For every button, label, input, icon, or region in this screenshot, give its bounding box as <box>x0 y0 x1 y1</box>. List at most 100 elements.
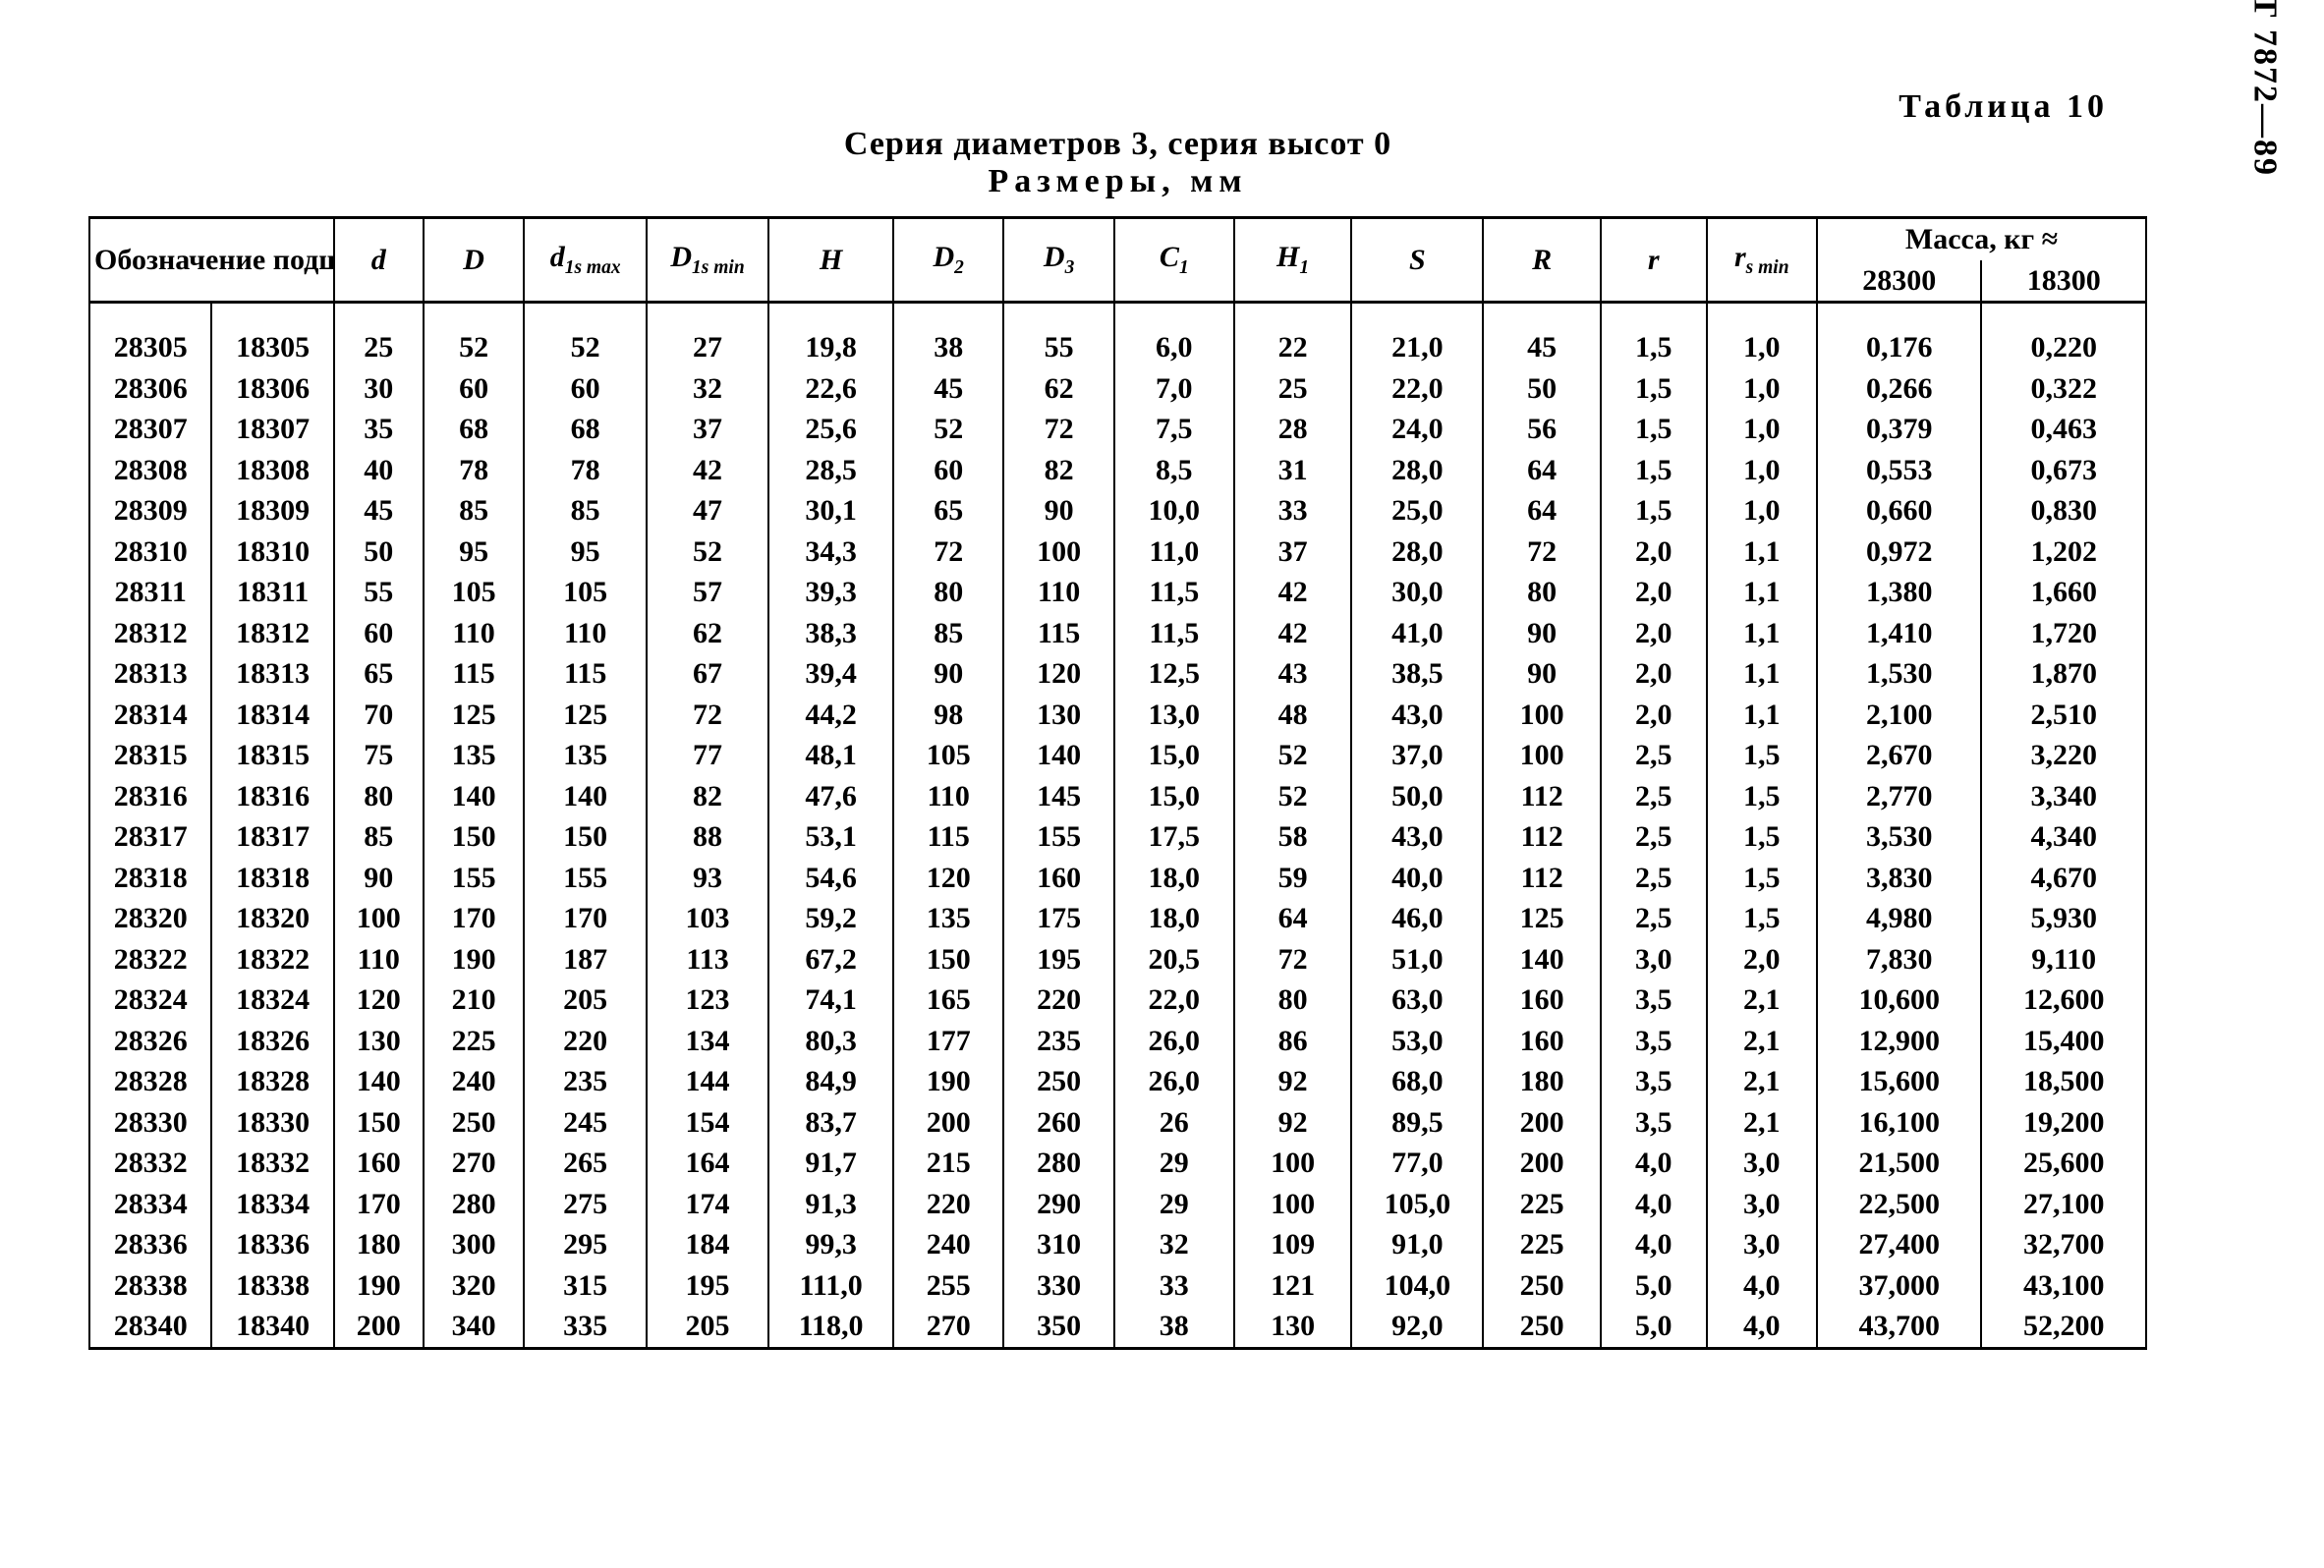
table-cell: 2,1 <box>1707 1061 1817 1102</box>
table-number-label: Таблица 10 <box>88 88 2108 126</box>
table-cell: 37,0 <box>1351 735 1483 776</box>
table-cell: 103 <box>647 898 768 939</box>
table-cell: 245 <box>524 1102 646 1144</box>
table-cell: 118,0 <box>768 1306 893 1348</box>
table-row: 2831818318901551559354,612016018,05940,0… <box>89 858 2146 899</box>
table-cell: 150 <box>334 1102 424 1144</box>
table-cell: 205 <box>647 1306 768 1348</box>
table-cell: 64 <box>1234 898 1352 939</box>
table-row: 283301833015025024515483,7200260269289,5… <box>89 1102 2146 1144</box>
table-cell: 121 <box>1234 1265 1352 1307</box>
table-cell: 47,6 <box>768 776 893 817</box>
table-cell: 18317 <box>211 816 333 858</box>
table-cell: 58 <box>1234 816 1352 858</box>
table-cell: 52 <box>524 327 646 368</box>
table-body: 28305183052552522719,838556,02221,0451,5… <box>89 303 2146 1349</box>
table-cell: 270 <box>893 1306 1003 1348</box>
table-cell: 25 <box>1234 368 1352 410</box>
table-cell: 45 <box>334 490 424 532</box>
hdr-mass: Масса, кг ≈ <box>1817 218 2146 260</box>
table-cell: 2,770 <box>1817 776 1981 817</box>
table-cell: 28332 <box>89 1143 211 1184</box>
table-cell: 105 <box>524 572 646 613</box>
table-cell: 85 <box>524 490 646 532</box>
table-cell: 2,670 <box>1817 735 1981 776</box>
table-cell: 225 <box>1483 1184 1601 1225</box>
table-cell: 4,980 <box>1817 898 1981 939</box>
table-cell: 68,0 <box>1351 1061 1483 1102</box>
table-cell: 3,0 <box>1707 1143 1817 1184</box>
table-cell: 78 <box>524 450 646 491</box>
table-cell: 65 <box>334 653 424 695</box>
table-cell: 105,0 <box>1351 1184 1483 1225</box>
table-cell: 18306 <box>211 368 333 410</box>
table-cell: 250 <box>1483 1265 1601 1307</box>
table-cell: 140 <box>1003 735 1113 776</box>
table-cell: 92 <box>1234 1061 1352 1102</box>
table-cell: 90 <box>1483 653 1601 695</box>
table-cell: 72 <box>893 532 1003 573</box>
table-cell: 11,0 <box>1114 532 1234 573</box>
table-cell: 1,0 <box>1707 327 1817 368</box>
table-cell: 280 <box>424 1184 525 1225</box>
table-cell: 38 <box>893 327 1003 368</box>
table-cell: 48,1 <box>768 735 893 776</box>
table-cell: 1,0 <box>1707 450 1817 491</box>
table-cell: 37 <box>647 409 768 450</box>
table-cell: 44,2 <box>768 695 893 736</box>
table-cell: 275 <box>524 1184 646 1225</box>
table-cell: 22,0 <box>1351 368 1483 410</box>
table-cell: 235 <box>1003 1021 1113 1062</box>
table-cell: 2,100 <box>1817 695 1981 736</box>
table-cell: 3,340 <box>1981 776 2146 817</box>
table-spacer <box>89 303 2146 328</box>
table-cell: 100 <box>334 898 424 939</box>
table-cell: 53,0 <box>1351 1021 1483 1062</box>
table-cell: 41,0 <box>1351 613 1483 654</box>
table-cell: 67 <box>647 653 768 695</box>
hdr-designation: Обозначение подшипника <box>89 218 334 303</box>
table-cell: 26 <box>1114 1102 1234 1144</box>
table-cell: 130 <box>334 1021 424 1062</box>
table-cell: 28336 <box>89 1224 211 1265</box>
table-cell: 134 <box>647 1021 768 1062</box>
table-cell: 225 <box>424 1021 525 1062</box>
table-row: 2831518315751351357748,110514015,05237,0… <box>89 735 2146 776</box>
table-cell: 220 <box>1003 980 1113 1021</box>
table-cell: 1,5 <box>1707 735 1817 776</box>
table-cell: 68 <box>424 409 525 450</box>
table-cell: 3,5 <box>1601 1102 1707 1144</box>
table-cell: 130 <box>1003 695 1113 736</box>
table-cell: 52 <box>424 327 525 368</box>
table-cell: 100 <box>1483 735 1601 776</box>
table-cell: 111,0 <box>768 1265 893 1307</box>
table-cell: 10,600 <box>1817 980 1981 1021</box>
table-cell: 290 <box>1003 1184 1113 1225</box>
table-cell: 16,100 <box>1817 1102 1981 1144</box>
table-cell: 25,6 <box>768 409 893 450</box>
table-cell: 0,830 <box>1981 490 2146 532</box>
table-cell: 180 <box>334 1224 424 1265</box>
table-cell: 55 <box>1003 327 1113 368</box>
table-cell: 3,5 <box>1601 1021 1707 1062</box>
table-cell: 28311 <box>89 572 211 613</box>
table-cell: 1,5 <box>1707 816 1817 858</box>
table-cell: 335 <box>524 1306 646 1348</box>
table-cell: 28315 <box>89 735 211 776</box>
table-cell: 38 <box>1114 1306 1234 1348</box>
table-cell: 3,0 <box>1707 1224 1817 1265</box>
table-cell: 1,1 <box>1707 653 1817 695</box>
table-cell: 26,0 <box>1114 1061 1234 1102</box>
table-cell: 190 <box>334 1265 424 1307</box>
table-row: 28306183063060603222,645627,02522,0501,5… <box>89 368 2146 410</box>
table-cell: 150 <box>893 939 1003 980</box>
table-cell: 60 <box>334 613 424 654</box>
table-cell: 91,3 <box>768 1184 893 1225</box>
table-subtitle: Размеры, мм <box>88 163 2147 200</box>
table-cell: 29 <box>1114 1143 1234 1184</box>
hdr-mass-18300: 18300 <box>1981 260 2146 303</box>
table-cell: 220 <box>524 1021 646 1062</box>
table-cell: 195 <box>1003 939 1113 980</box>
table-cell: 28334 <box>89 1184 211 1225</box>
table-cell: 7,0 <box>1114 368 1234 410</box>
